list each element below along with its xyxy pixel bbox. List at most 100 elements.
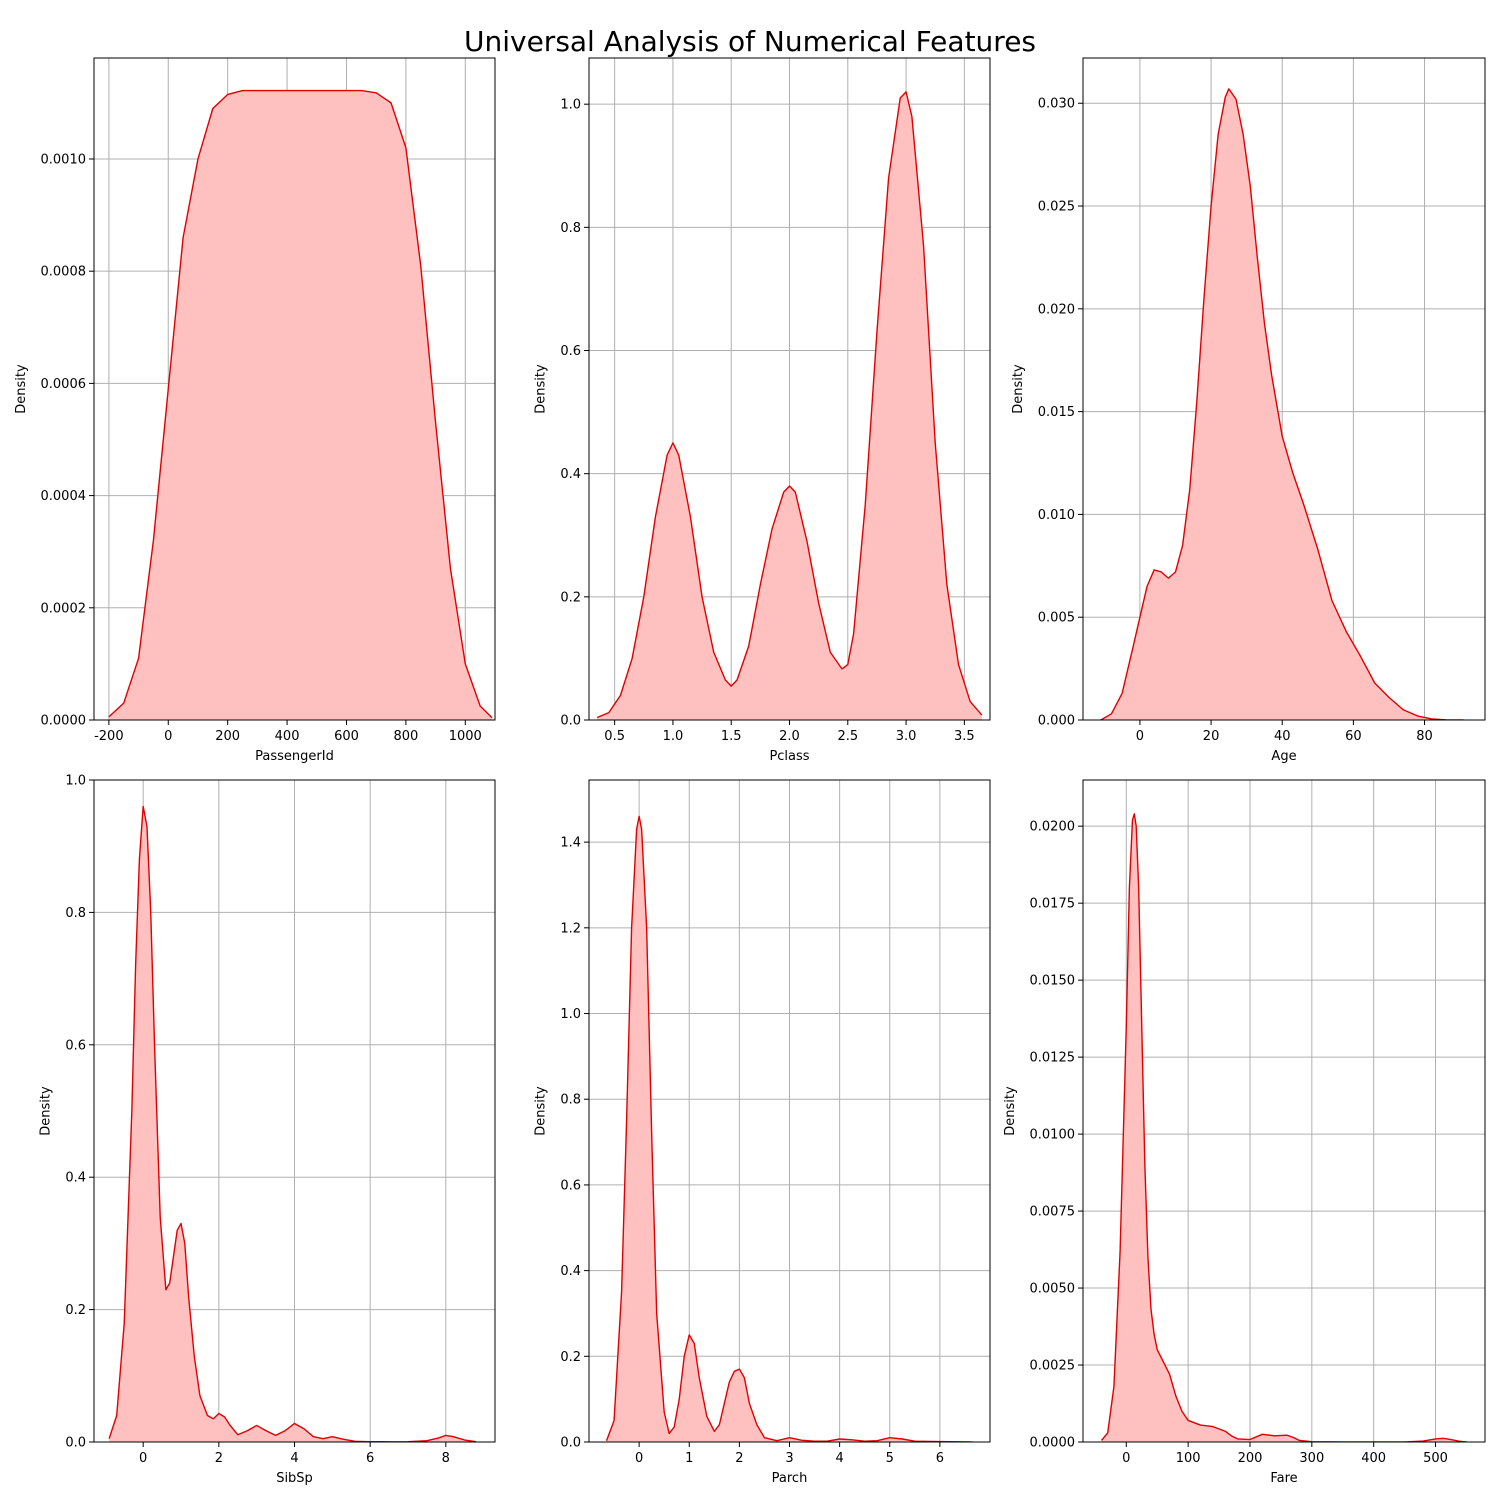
x-tick-label: 600 (334, 729, 359, 744)
y-tick-label: 0.0 (560, 1436, 581, 1451)
y-tick-label: 1.4 (560, 836, 581, 851)
density-fill (1100, 88, 1464, 720)
y-axis-label: Density (38, 1086, 53, 1136)
y-tick-label: 1.0 (65, 774, 86, 789)
x-tick-label: 40 (1274, 729, 1291, 744)
y-axis-label: Density (533, 1086, 548, 1136)
y-tick-label: 0.0008 (41, 265, 87, 280)
x-tick-label: 300 (1299, 1451, 1324, 1466)
x-tick-label: 1 (685, 1451, 693, 1466)
x-tick-label: 3.0 (896, 729, 917, 744)
y-tick-label: 1.2 (560, 921, 581, 936)
y-tick-label: 1.0 (560, 1007, 581, 1022)
density-line (605, 815, 973, 1442)
x-tick-label: 500 (1423, 1451, 1448, 1466)
subplot-grid: -200 0 200 400 600 800 10000.00000.00020.00040… (14, 57, 1486, 1486)
y-tick-label: 0.0 (560, 714, 581, 729)
x-tick-label: 20 (1203, 729, 1220, 744)
x-tick-label: 2.0 (779, 729, 800, 744)
axes-frame (1082, 57, 1486, 721)
x-tick-label: 2 (215, 1451, 223, 1466)
y-tick-label: 0.0075 (1030, 1205, 1076, 1220)
axes-frame (93, 57, 496, 721)
y-tick-label: 0.8 (65, 906, 86, 921)
x-tick-label: 3 (785, 1451, 793, 1466)
y-tick-label: 0.4 (65, 1171, 86, 1186)
x-tick-label: 80 (1416, 729, 1433, 744)
x-tick-label: 6 (936, 1451, 944, 1466)
y-tick-label: 0.020 (1038, 302, 1075, 317)
x-axis-label: SibSp (276, 1471, 313, 1486)
x-tick-label: 0 (635, 1451, 643, 1466)
y-tick-label: 1.0 (560, 98, 581, 113)
density-fill (606, 816, 973, 1442)
y-tick-label: 0.0025 (1030, 1359, 1076, 1374)
x-tick-label: 2 (735, 1451, 743, 1466)
subplot-passengerid: -200 0 200 400 600 800 1000 0.0000 0.0002 0.0004 0… (14, 57, 496, 764)
y-tick-label: 0.0004 (41, 489, 87, 504)
density-fill (597, 91, 982, 720)
x-tick-label: 2.5 (837, 729, 858, 744)
x-tick-label: 0 (139, 1451, 147, 1466)
y-tick-label: 0.0125 (1030, 1051, 1076, 1066)
y-tick-label: 0.6 (560, 1178, 581, 1193)
x-tick-label: 100 (1176, 1451, 1201, 1466)
x-axis-label: Fare (1270, 1471, 1297, 1486)
x-tick-label: 5 (886, 1451, 894, 1466)
x-tick-label: 400 (1361, 1451, 1386, 1466)
x-axis-label: Age (1271, 749, 1296, 764)
y-tick-label: 0.0200 (1030, 820, 1076, 835)
y-tick-label: 0.0175 (1030, 897, 1076, 912)
x-axis-label: Parch (772, 1471, 808, 1486)
y-tick-label: 0.0150 (1030, 974, 1076, 989)
x-tick-label: -200 (94, 729, 124, 744)
density-line (596, 91, 983, 719)
x-tick-label: 1.0 (663, 729, 684, 744)
y-tick-label: 0.0010 (41, 152, 87, 167)
subplot-sibsp: 0 2 4 6 8 0.0 0.2 0.4 0.6 0.8 1.0 SibSp Density (38, 774, 496, 1486)
axes-frame (1082, 779, 1486, 1443)
y-tick-label: 0.005 (1038, 611, 1075, 626)
x-tick-label: 800 (393, 729, 418, 744)
y-axis-label: Density (533, 364, 548, 414)
subplot-parch: 0 1 2 3 4 5 6 0.0 0.2 0.4 0.6 0.8 1.0 1.2 1.4 Parch Dens… (533, 779, 991, 1486)
y-tick-label: 0.0 (65, 1436, 86, 1451)
x-tick-label: 8 (442, 1451, 450, 1466)
x-tick-label: 60 (1345, 729, 1362, 744)
y-tick-label: 0.030 (1038, 97, 1075, 112)
x-tick-label: 200 (215, 729, 240, 744)
x-tick-label: 0.5 (604, 729, 625, 744)
x-tick-label: 1000 (449, 729, 482, 744)
y-tick-label: 0.0050 (1030, 1282, 1076, 1297)
y-axis-label: Density (1003, 1086, 1018, 1136)
y-tick-label: 0.8 (560, 1093, 581, 1108)
density-fill (108, 90, 493, 720)
density-fill (109, 806, 477, 1442)
x-tick-label: 0 (1136, 729, 1144, 744)
x-tick-label: 0 (1122, 1451, 1130, 1466)
y-tick-label: 0.0000 (41, 714, 87, 729)
y-tick-label: 0.6 (560, 344, 581, 359)
x-tick-label: 6 (366, 1451, 374, 1466)
y-tick-label: 0.4 (560, 1264, 581, 1279)
x-tick-label: 4 (290, 1451, 298, 1466)
x-tick-label: 4 (835, 1451, 843, 1466)
y-tick-label: 0.0006 (41, 377, 87, 392)
y-tick-label: 0.8 (560, 221, 581, 236)
x-tick-label: 3.5 (954, 729, 975, 744)
x-tick-label: 200 (1238, 1451, 1263, 1466)
y-tick-label: 0.0100 (1030, 1128, 1076, 1143)
x-axis-label: Pclass (769, 749, 809, 764)
x-axis-label: PassengerId (255, 749, 334, 764)
density-line (1100, 88, 1464, 720)
y-tick-label: 0.000 (1038, 714, 1075, 729)
y-tick-label: 0.015 (1038, 405, 1075, 420)
y-tick-label: 0.2 (560, 1350, 581, 1365)
y-tick-label: 0.2 (65, 1303, 86, 1318)
y-tick-label: 0.025 (1038, 200, 1075, 215)
density-line (108, 89, 493, 719)
figure-title: Universal Analysis of Numerical Features (464, 25, 1036, 58)
y-tick-label: 0.2 (560, 590, 581, 605)
y-tick-label: 0.0002 (41, 601, 87, 616)
